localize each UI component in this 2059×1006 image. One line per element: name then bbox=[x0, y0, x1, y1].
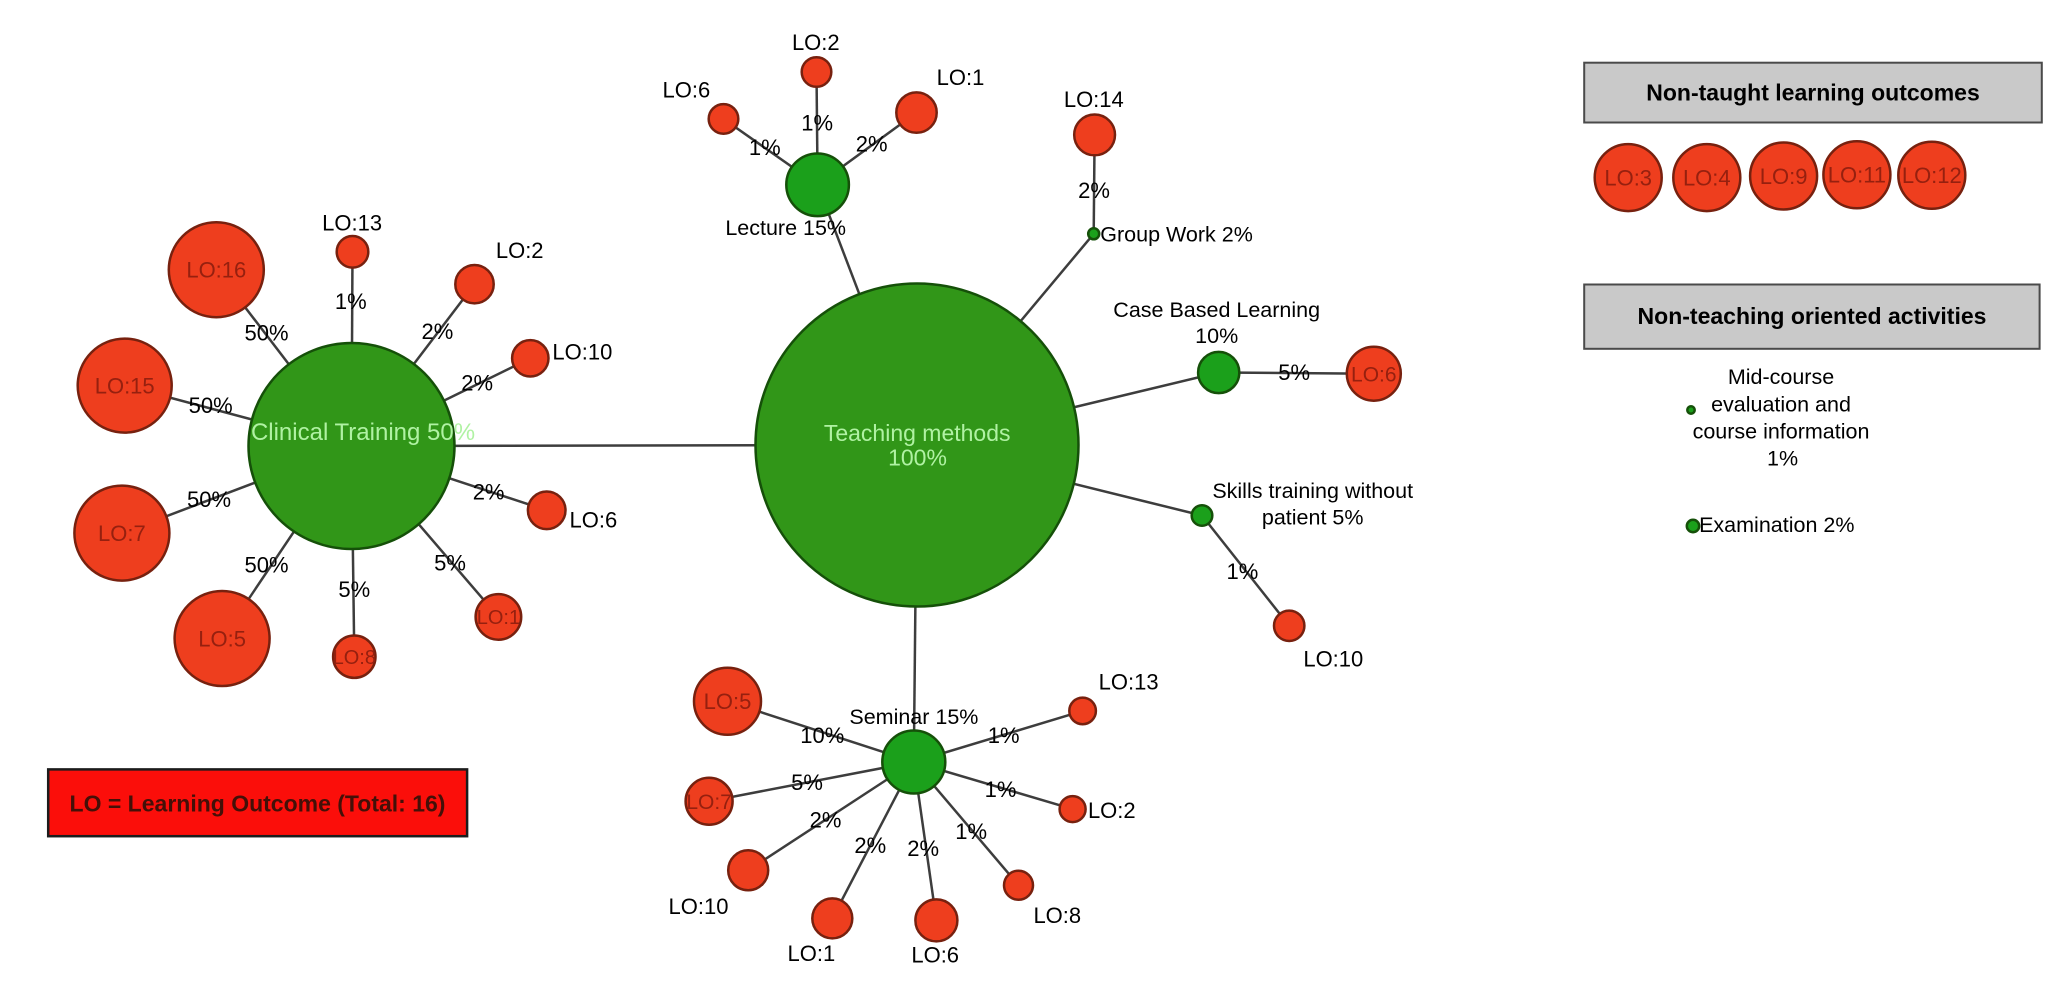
svg-text:LO:10: LO:10 bbox=[552, 339, 612, 364]
svg-text:Mid-course: Mid-course bbox=[1728, 365, 1834, 389]
svg-text:LO:10: LO:10 bbox=[669, 894, 729, 919]
svg-text:LO:2: LO:2 bbox=[792, 30, 840, 55]
svg-text:LO:6: LO:6 bbox=[1351, 363, 1397, 386]
svg-text:patient 5%: patient 5% bbox=[1262, 506, 1364, 530]
svg-text:LO:1: LO:1 bbox=[937, 65, 985, 90]
svg-text:2%: 2% bbox=[907, 836, 939, 861]
svg-text:LO:16: LO:16 bbox=[186, 258, 246, 283]
svg-text:1%: 1% bbox=[335, 289, 367, 314]
svg-text:Group Work 2%: Group Work 2% bbox=[1100, 223, 1253, 247]
svg-text:5%: 5% bbox=[791, 770, 823, 795]
svg-text:Lecture 15%: Lecture 15% bbox=[725, 216, 846, 240]
svg-text:LO:11: LO:11 bbox=[1828, 163, 1886, 188]
svg-text:Case Based Learning: Case Based Learning bbox=[1113, 298, 1320, 322]
svg-text:5%: 5% bbox=[1278, 360, 1310, 385]
svg-text:LO:13: LO:13 bbox=[322, 211, 382, 236]
svg-text:2%: 2% bbox=[473, 479, 505, 504]
svg-text:LO:2: LO:2 bbox=[496, 238, 544, 263]
svg-text:Skills training without: Skills training without bbox=[1212, 479, 1413, 503]
svg-text:2%: 2% bbox=[1078, 178, 1110, 203]
svg-text:LO:2: LO:2 bbox=[1088, 798, 1136, 823]
svg-text:50%: 50% bbox=[244, 552, 288, 577]
svg-text:10%: 10% bbox=[1195, 324, 1238, 348]
svg-text:100%: 100% bbox=[888, 444, 947, 470]
svg-text:2%: 2% bbox=[461, 371, 493, 396]
svg-text:LO:6: LO:6 bbox=[663, 78, 711, 103]
svg-text:LO:7: LO:7 bbox=[686, 791, 732, 814]
svg-text:5%: 5% bbox=[338, 577, 370, 602]
svg-text:50%: 50% bbox=[244, 321, 288, 346]
svg-text:LO:14: LO:14 bbox=[1064, 87, 1124, 112]
svg-text:evaluation and: evaluation and bbox=[1711, 392, 1851, 416]
svg-text:1%: 1% bbox=[988, 723, 1020, 748]
svg-text:LO:5: LO:5 bbox=[704, 689, 752, 714]
svg-text:LO:10: LO:10 bbox=[1303, 646, 1363, 671]
svg-text:LO:3: LO:3 bbox=[1604, 166, 1652, 191]
svg-text:Examination 2%: Examination 2% bbox=[1699, 513, 1854, 537]
svg-text:LO = Learning Outcome (Total:: LO = Learning Outcome (Total: 16) bbox=[70, 791, 446, 817]
svg-text:50%: 50% bbox=[189, 393, 233, 418]
svg-text:1%: 1% bbox=[985, 777, 1017, 802]
svg-text:Clinical Training 50%: Clinical Training 50% bbox=[251, 419, 475, 446]
svg-text:LO:13: LO:13 bbox=[1099, 670, 1159, 695]
svg-text:LO:6: LO:6 bbox=[911, 942, 959, 967]
svg-text:5%: 5% bbox=[434, 551, 466, 576]
svg-text:Non-teaching oriented activiti: Non-teaching oriented activities bbox=[1638, 303, 1987, 329]
svg-text:LO:8: LO:8 bbox=[333, 647, 376, 669]
svg-text:LO:9: LO:9 bbox=[1760, 164, 1808, 189]
svg-text:LO:7: LO:7 bbox=[98, 521, 146, 546]
svg-text:Non-taught learning outcomes: Non-taught learning outcomes bbox=[1646, 79, 1980, 105]
svg-text:2%: 2% bbox=[422, 319, 454, 344]
svg-text:10%: 10% bbox=[800, 723, 844, 748]
svg-text:Seminar 15%: Seminar 15% bbox=[849, 705, 978, 729]
svg-text:LO:8: LO:8 bbox=[1033, 903, 1081, 928]
svg-text:2%: 2% bbox=[856, 131, 888, 156]
svg-text:LO:15: LO:15 bbox=[95, 374, 155, 399]
svg-text:LO:6: LO:6 bbox=[570, 507, 618, 532]
svg-text:Teaching methods: Teaching methods bbox=[824, 420, 1011, 446]
svg-text:50%: 50% bbox=[187, 487, 231, 512]
svg-text:course information: course information bbox=[1693, 419, 1870, 443]
svg-text:1%: 1% bbox=[1767, 447, 1798, 471]
svg-text:2%: 2% bbox=[854, 833, 886, 858]
svg-text:LO:4: LO:4 bbox=[1683, 166, 1731, 191]
svg-text:1%: 1% bbox=[749, 135, 781, 160]
svg-text:1%: 1% bbox=[955, 819, 987, 844]
svg-text:LO:12: LO:12 bbox=[1902, 163, 1962, 188]
svg-text:1%: 1% bbox=[801, 110, 833, 135]
svg-text:LO:1: LO:1 bbox=[788, 941, 836, 966]
svg-text:LO:5: LO:5 bbox=[198, 626, 246, 651]
svg-text:LO:1: LO:1 bbox=[477, 607, 520, 629]
svg-text:2%: 2% bbox=[810, 807, 842, 832]
svg-text:1%: 1% bbox=[1227, 559, 1259, 584]
